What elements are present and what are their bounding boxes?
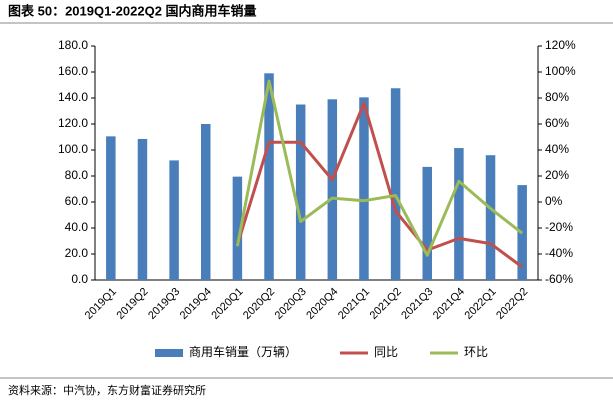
y2-tick-label: 120% [545,38,576,52]
y2-tick-label: 40% [545,142,569,156]
y2-tick-label: 80% [545,90,569,104]
x-tick-label: 2019Q2 [114,286,150,322]
x-tick-label: 2019Q1 [83,286,119,322]
y-tick-label: 80.0 [65,168,89,182]
y-tick-label: 160.0 [58,64,88,78]
bar [390,88,401,280]
legend-label: 环比 [464,345,488,359]
y-tick-label: 60.0 [65,194,89,208]
x-tick-label: 2019Q4 [178,286,214,322]
y-tick-label: 120.0 [58,116,88,130]
bar [327,99,338,280]
y2-tick-label: 0% [545,194,563,208]
y2-tick-label: -60% [545,272,573,286]
y2-tick-label: 20% [545,168,569,182]
y2-tick-label: -20% [545,220,573,234]
x-tick-label: 2021Q4 [431,286,467,322]
x-tick-label: 2022Q1 [463,286,499,322]
line [235,79,524,257]
bar [201,124,211,280]
bar [295,104,306,280]
source: 资料来源：中汽协，东方财富证券研究所 [8,383,206,397]
x-tick-label: 2022Q2 [494,286,530,322]
bar [232,176,243,280]
bar [169,160,179,280]
y-tick-label: 0.0 [71,272,88,286]
bar [359,97,369,280]
bar [422,166,432,280]
y-tick-label: 40.0 [65,220,89,234]
chart-title: 图表 50：2019Q1-2022Q2 国内商用车销量 [8,3,257,18]
x-tick-label: 2019Q3 [146,286,182,322]
x-tick-label: 2020Q1 [209,286,245,322]
y2-tick-label: 60% [545,116,569,130]
y-tick-label: 20.0 [65,246,89,260]
bar [485,155,496,280]
bar [137,138,148,280]
x-tick-label: 2020Q4 [304,286,340,322]
legend-label: 同比 [374,345,398,359]
bar [106,136,116,280]
x-tick-label: 2020Q3 [273,286,309,322]
y-tick-label: 140.0 [58,90,88,104]
bar [454,148,464,280]
x-tick-label: 2020Q2 [241,286,277,322]
x-tick-label: 2021Q2 [368,286,404,322]
y2-tick-label: 100% [545,64,576,78]
x-tick-label: 2021Q1 [336,286,372,322]
y-tick-label: 100.0 [58,142,88,156]
line [235,101,524,269]
legend-swatch [155,349,183,357]
x-tick-label: 2021Q3 [399,286,435,322]
y2-tick-label: -40% [545,246,573,260]
bar [264,73,274,280]
y-tick-label: 180.0 [58,38,88,52]
legend-label: 商用车销量（万辆） [189,344,297,359]
